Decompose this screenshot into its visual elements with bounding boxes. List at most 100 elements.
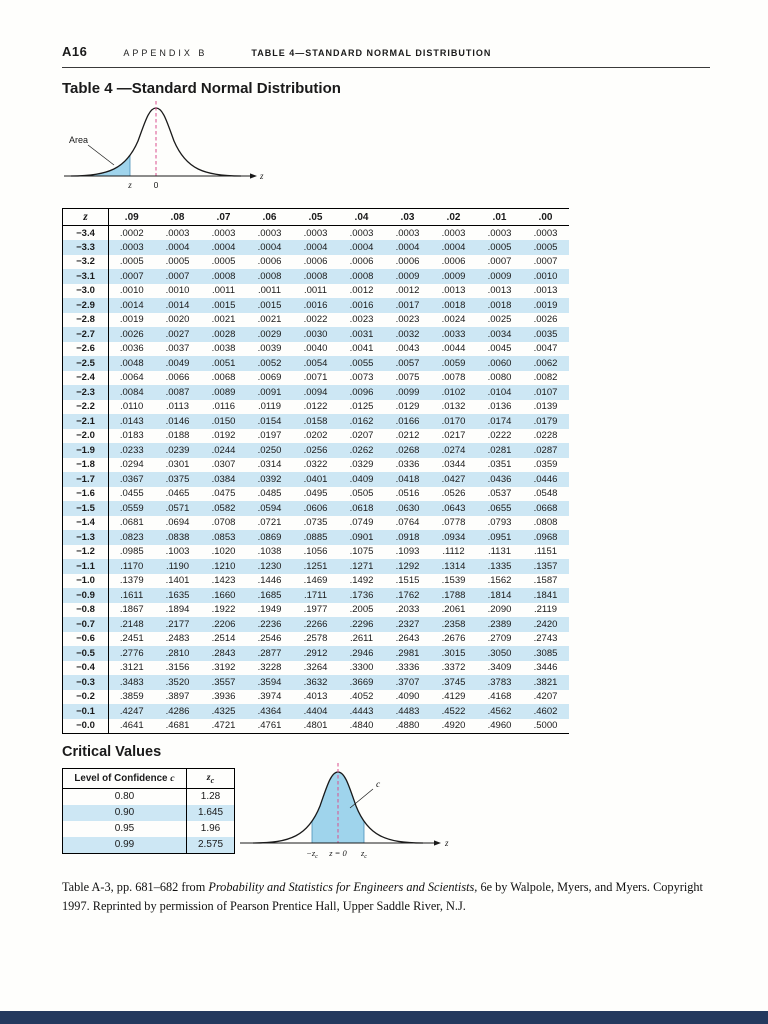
- ztable-value-cell: .0409: [349, 473, 374, 485]
- ztable-value-cell: .3446: [533, 662, 558, 674]
- ztable-row: −2.5 .0048 .0049 .0051 .0052 .0054 .0055 .0057.…: [62, 356, 569, 371]
- ztable-value-cell: .0808: [533, 517, 558, 529]
- appendix-label: APPENDIX B: [123, 48, 208, 58]
- ztable-value-cell: .0003: [395, 227, 420, 239]
- ztable-value-cell: .2061: [441, 604, 466, 616]
- ztable-value-cell: .0019: [119, 314, 144, 326]
- ztable-value-cell: .0064: [119, 372, 144, 384]
- cv-confidence-cell: 0.90: [62, 804, 187, 821]
- ztable-value-cell: .0455: [119, 488, 144, 500]
- footnote-prefix: Table A-3, pp. 681–682 from: [62, 880, 209, 894]
- ztable-value-cell: .0019: [533, 299, 558, 311]
- ztable-value-cell: .0010: [119, 285, 144, 297]
- ztable-value-cell: .1711: [303, 589, 328, 601]
- ztable-value-cell: .3632: [303, 676, 328, 688]
- ztable-row: −2.2 .0110 .0113 .0116 .0119 .0122 .0125 .0129.…: [62, 399, 569, 414]
- ztable-value-cell: .0004: [349, 241, 374, 253]
- ztable-z-cell: −0.2: [62, 689, 109, 704]
- ztable-z-cell: −1.1: [62, 559, 109, 574]
- ztable-z-cell: −1.4: [62, 515, 109, 530]
- ztable-value-cell: .1894: [165, 604, 190, 616]
- ztable-value-cell: .0087: [165, 386, 190, 398]
- ztable-value-cell: .0059: [441, 357, 466, 369]
- ztable-z-cell: −1.2: [62, 544, 109, 559]
- ztable-z-cell: −2.5: [62, 356, 109, 371]
- critical-values-table: Level of Confidence c zc 0.80 1.28 0.90 1.6…: [62, 768, 235, 854]
- ztable-value-cell: .3300: [349, 662, 374, 674]
- ztable-value-cell: .0735: [303, 517, 328, 529]
- running-head-table-title: TABLE 4—STANDARD NORMAL DISTRIBUTION: [251, 48, 492, 58]
- ztable-value-cell: .1075: [349, 546, 374, 558]
- ztable-value-cell: .1401: [165, 575, 190, 587]
- ztable-value-cell: .2177: [165, 618, 190, 630]
- ztable-value-cell: .0005: [119, 256, 144, 268]
- ztable-value-cell: .0002: [119, 227, 144, 239]
- ztable-value-cell: .0035: [533, 328, 558, 340]
- ztable-column-header: .06: [246, 208, 293, 226]
- ztable-value-cell: .0099: [395, 386, 420, 398]
- ztable-value-cell: .1379: [119, 575, 144, 587]
- ztable-value-cell: .0951: [487, 531, 512, 543]
- ztable-value-cell: .0040: [303, 343, 328, 355]
- ztable-row: −1.9 .0233 .0239 .0244 .0250 .0256 .0262 .0268.…: [62, 443, 569, 458]
- ztable-value-cell: .0003: [165, 227, 190, 239]
- ztable-value-cell: .2206: [211, 618, 236, 630]
- ztable-row: −1.5 .0559 .0571 .0582 .0594 .0606 .0618 .0630.…: [62, 501, 569, 516]
- ztable-z-cell: −0.1: [62, 704, 109, 719]
- ztable-value-cell: .4920: [441, 720, 466, 731]
- ztable-value-cell: .1492: [349, 575, 374, 587]
- source-footnote: Table A-3, pp. 681–682 from Probability …: [62, 878, 714, 916]
- ztable-value-cell: .0668: [533, 502, 558, 514]
- normal-curve: [70, 107, 242, 177]
- ztable-value-cell: .0015: [211, 299, 236, 311]
- ztable-value-cell: .0708: [211, 517, 236, 529]
- ztable-value-cell: .0322: [303, 459, 328, 471]
- ztable-column-header: .05: [292, 208, 339, 226]
- ztable-value-cell: .2090: [487, 604, 512, 616]
- ztable-value-cell: .0838: [165, 531, 190, 543]
- ztable-value-cell: .0655: [487, 502, 512, 514]
- ztable-value-cell: .1922: [211, 604, 236, 616]
- ztable-value-cell: .0446: [533, 473, 558, 485]
- ztable-value-cell: .0301: [165, 459, 190, 471]
- ztable-value-cell: .4364: [257, 705, 282, 717]
- ztable-value-cell: .0336: [395, 459, 420, 471]
- ztable-z-cell: −1.7: [62, 472, 109, 487]
- ztable-value-cell: .0017: [395, 299, 420, 311]
- ztable-value-cell: .0003: [211, 227, 236, 239]
- ztable-value-cell: .1814: [487, 589, 512, 601]
- ztable-value-cell: .0048: [119, 357, 144, 369]
- cv-row: 0.95 1.96: [62, 820, 235, 837]
- ztable-value-cell: .0094: [303, 386, 328, 398]
- ztable-value-cell: .1251: [303, 560, 328, 572]
- ztable-value-cell: .4522: [441, 705, 466, 717]
- ztable-value-cell: .4404: [303, 705, 328, 717]
- axis-arrowhead-icon: [250, 173, 257, 179]
- ztable-value-cell: .0052: [257, 357, 282, 369]
- ztable-value-cell: .0594: [257, 502, 282, 514]
- ztable-value-cell: .1230: [257, 560, 282, 572]
- ztable-value-cell: .3783: [487, 676, 512, 688]
- ztable-value-cell: .0018: [487, 299, 512, 311]
- c-pointer-line: [349, 788, 374, 809]
- ztable-value-cell: .3745: [441, 676, 466, 688]
- footnote-book-title: Probability and Statistics for Engineers…: [208, 880, 478, 894]
- ztable-value-cell: .0013: [487, 285, 512, 297]
- ztable-value-cell: .2810: [165, 647, 190, 659]
- ztable-value-cell: .0080: [487, 372, 512, 384]
- ztable-value-cell: .0012: [395, 285, 420, 297]
- ztable-column-header: .00: [522, 208, 569, 226]
- ztable-value-cell: .0051: [211, 357, 236, 369]
- ztable-value-cell: .0044: [441, 343, 466, 355]
- ztable-row: −0.2 .3859 .3897 .3936 .3974 .4013 .4052 .4090.…: [62, 689, 569, 704]
- ztable-value-cell: .0029: [257, 328, 282, 340]
- ztable-row: −1.7 .0367 .0375 .0384 .0392 .0401 .0409 .0418.…: [62, 472, 569, 487]
- ztable-value-cell: .2578: [303, 633, 328, 645]
- ztable-value-cell: .1151: [533, 546, 558, 558]
- ztable-z-cell: −2.1: [62, 414, 109, 429]
- ztable-value-cell: .2776: [119, 647, 144, 659]
- ztable-value-cell: .0853: [211, 531, 236, 543]
- ztable-row: −0.7 .2148 .2177 .2206 .2236 .2266 .2296 .2327.…: [62, 617, 569, 632]
- left-tail-normal-curve-diagram: Area z 0 z: [64, 101, 264, 190]
- ztable-value-cell: .4090: [395, 691, 420, 703]
